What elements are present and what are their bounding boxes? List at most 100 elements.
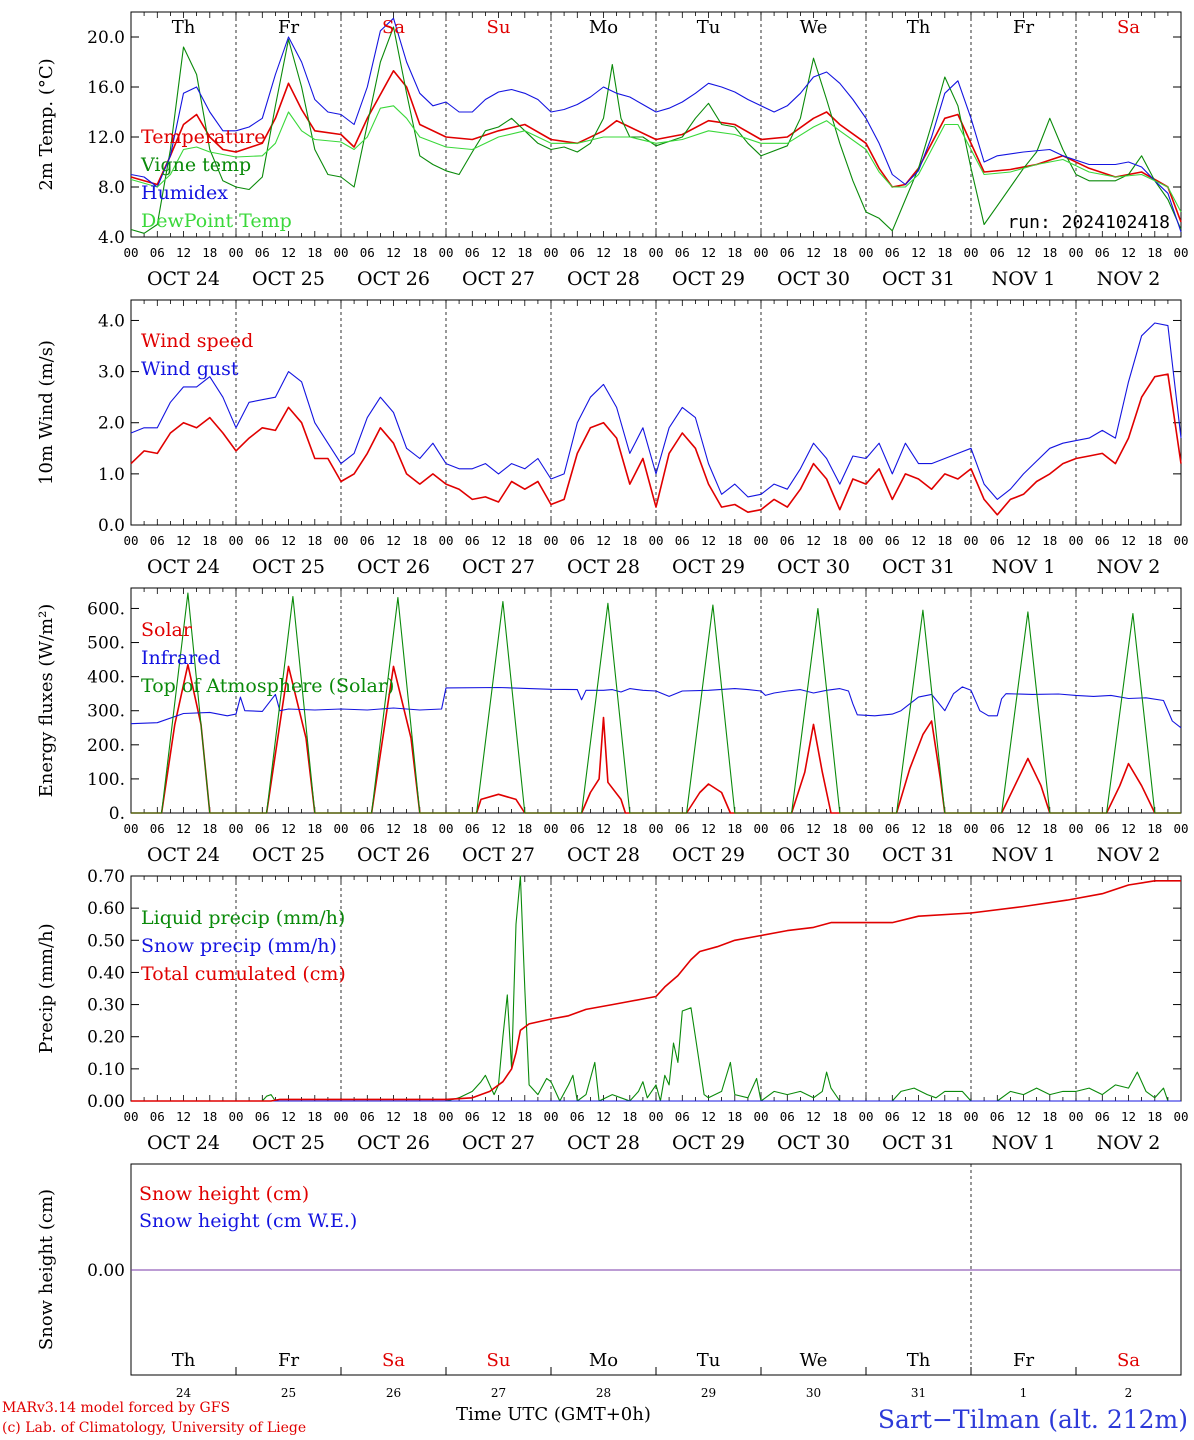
wind-date-label: OCT 26 [357,556,430,578]
wind-hour-label: 18 [412,533,427,548]
temp-hour-label: 06 [255,245,270,260]
run-label: run: 2024102418 [1007,212,1170,233]
temp-day-name: Su [487,17,511,38]
temp-day-name: We [800,17,828,38]
precip-date-label: OCT 25 [252,1132,325,1154]
precip-hour-label: 00 [963,1109,978,1124]
temp-ytick-label: 16.0 [87,78,125,98]
precip-hour-label: 06 [360,1109,375,1124]
flux-hour-label: 12 [596,821,611,836]
precip-date-label: OCT 30 [777,1132,850,1154]
precip-series-total-cumulated-cm [131,879,1181,1102]
flux-hour-label: 06 [150,821,165,836]
temp-hour-label: 06 [885,245,900,260]
wind-hour-label: 18 [307,533,322,548]
precip-hour-label: 06 [570,1109,585,1124]
flux-hour-label: 00 [1068,821,1083,836]
precip-hour-label: 06 [675,1109,690,1124]
flux-date-label: OCT 30 [777,844,850,866]
precip-hour-label: 06 [885,1109,900,1124]
temp-hour-label: 00 [1068,245,1083,260]
precip-hour-label: 18 [517,1109,532,1124]
temp-hour-label: 18 [1042,245,1057,260]
temp-series-temperature [130,70,1182,223]
flux-hour-label: 12 [1016,821,1031,836]
temp-legend-entry: Humidex [141,182,228,204]
wind-date-label: OCT 30 [777,556,850,578]
temp-hour-label: 18 [517,245,532,260]
wind-hour-label: 18 [832,533,847,548]
wind-series-wind-gust [130,322,1182,500]
wind-legend-entry: Wind speed [141,330,253,352]
snow-day-number: 25 [281,1386,296,1400]
flux-series-solar [131,663,1181,814]
wind-hour-label: 18 [1147,533,1162,548]
precip-hour-label: 06 [780,1109,795,1124]
wind-series-wind-speed [130,373,1182,516]
snow-day-number: 28 [596,1386,611,1400]
temp-hour-label: 06 [360,245,375,260]
temp-date-label: OCT 25 [252,268,325,290]
flux-date-label: OCT 29 [672,844,745,866]
wind-ytick-label: 2.0 [98,414,125,434]
precip-date-label: OCT 24 [147,1132,220,1154]
flux-series-infrared [130,686,1182,729]
temp-day-name: Th [907,17,931,38]
wind-hour-label: 06 [675,533,690,548]
temp-hour-label: 00 [228,245,243,260]
snow-day-name: We [800,1350,828,1371]
wind-hour-label: 00 [438,533,453,548]
snow-day-number: 27 [491,1386,506,1400]
wind-hour-label: 12 [386,533,401,548]
wind-hour-label: 18 [622,533,637,548]
temp-series-humidex [130,17,1182,233]
temp-hour-label: 12 [1016,245,1031,260]
temp-hour-label: 06 [780,245,795,260]
precip-date-label: OCT 28 [567,1132,640,1154]
wind-ytick-label: 4.0 [98,311,125,331]
wind-plot-frame [130,299,1182,526]
temp-date-label: OCT 31 [882,268,955,290]
flux-date-label: OCT 27 [462,844,535,866]
flux-hour-label: 12 [806,821,821,836]
flux-ytick-label: 0. [109,804,125,824]
temp-hour-label: 00 [543,245,558,260]
wind-date-label: OCT 27 [462,556,535,578]
precip-hour-label: 12 [596,1109,611,1124]
precip-hour-ticks [130,876,1182,1101]
temp-hour-label: 06 [675,245,690,260]
snow-day-name: Fr [1013,1350,1034,1371]
wind-hour-label: 12 [596,533,611,548]
flux-hour-label: 06 [1095,821,1110,836]
flux-hour-label: 18 [832,821,847,836]
wind-hour-label: 00 [858,533,873,548]
flux-hour-label: 12 [1121,821,1136,836]
temp-hour-label: 18 [412,245,427,260]
temp-hour-label: 00 [1173,245,1188,260]
flux-hour-label: 00 [228,821,243,836]
station-name: Sart−Tilman (alt. 212m) [877,1405,1188,1434]
precip-hour-label: 12 [491,1109,506,1124]
flux-hour-label: 18 [622,821,637,836]
temp-day-name: Th [172,17,196,38]
flux-hour-label: 00 [333,821,348,836]
snow-legend-entry: Snow height (cm W.E.) [139,1210,357,1232]
temp-date-label: OCT 30 [777,268,850,290]
wind-date-label: NOV 2 [1097,556,1161,578]
precip-hour-label: 18 [622,1109,637,1124]
temp-hour-label: 18 [307,245,322,260]
flux-hour-label: 06 [885,821,900,836]
temp-legend-entry: DewPoint Temp [141,210,292,232]
precip-hour-label: 12 [701,1109,716,1124]
flux-date-label: OCT 24 [147,844,220,866]
precip-ytick-label: 0.60 [87,899,125,919]
snow-day-number: 24 [176,1386,192,1400]
precip-date-label: OCT 26 [357,1132,430,1154]
temp-hour-label: 12 [1121,245,1136,260]
wind-hour-label: 06 [360,533,375,548]
wind-hour-label: 12 [911,533,926,548]
temp-hour-label: 18 [727,245,742,260]
snow-day-number: 26 [386,1386,401,1400]
flux-hour-label: 00 [1173,821,1188,836]
snow-day-number: 30 [806,1386,821,1400]
